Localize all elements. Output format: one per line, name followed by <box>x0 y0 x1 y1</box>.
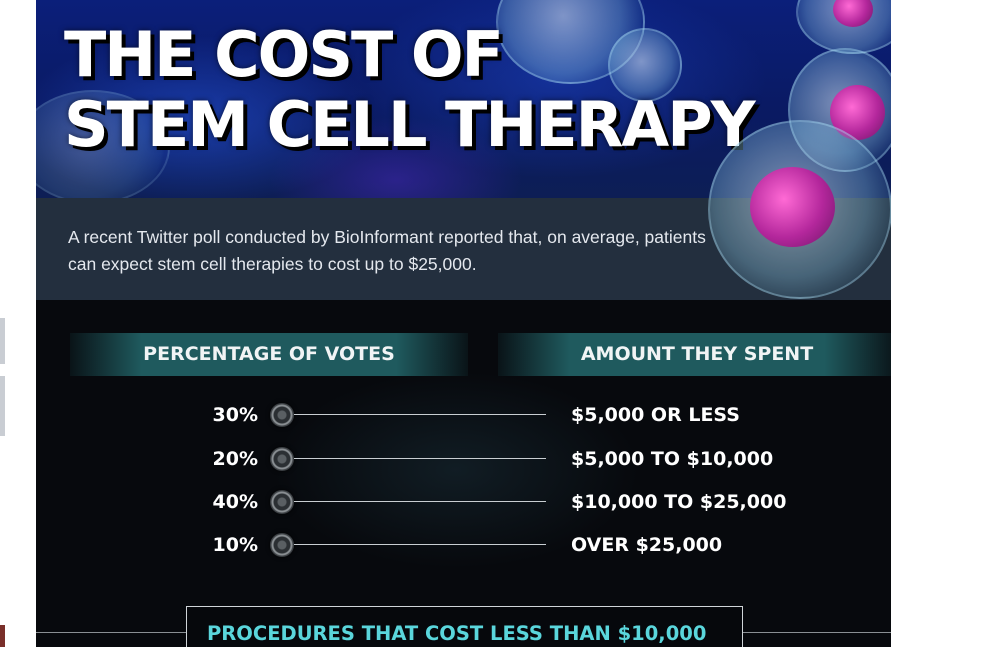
section-title-box: PROCEDURES THAT COST LESS THAN $10,000 <box>186 606 743 647</box>
vote-percentage: 30% <box>212 404 258 426</box>
title-line-1: THE COST OF <box>64 18 504 91</box>
knob-icon <box>270 533 294 557</box>
stem-cell-image <box>708 120 891 299</box>
knob-icon <box>270 403 294 427</box>
vote-percentage: 40% <box>212 491 258 513</box>
section-title: PROCEDURES THAT COST LESS THAN $10,000 <box>207 622 707 645</box>
vote-percentage: 20% <box>212 448 258 470</box>
connector-line <box>294 544 546 545</box>
stem-cell-image <box>796 0 891 54</box>
knob-icon <box>270 447 294 471</box>
amount-spent: $5,000 TO $10,000 <box>571 448 774 470</box>
amount-spent: $5,000 OR LESS <box>571 404 740 426</box>
page-title: THE COST OF STEM CELL THERAPY <box>64 18 756 161</box>
table-row: 20% $5,000 TO $10,000 <box>36 444 891 474</box>
infographic: THE COST OF STEM CELL THERAPY A recent T… <box>36 0 891 647</box>
intro-text: A recent Twitter poll conducted by BioIn… <box>68 227 706 274</box>
page-edge-left <box>0 376 5 436</box>
title-line-2: STEM CELL THERAPY <box>64 88 756 161</box>
table-row: 40% $10,000 TO $25,000 <box>36 487 891 517</box>
amount-spent: OVER $25,000 <box>571 534 723 556</box>
header-percentage-of-votes: PERCENTAGE OF VOTES <box>70 333 468 376</box>
connector-line <box>294 501 546 502</box>
page-edge-left <box>0 625 5 647</box>
table-row: 30% $5,000 OR LESS <box>36 400 891 430</box>
table-row: 10% OVER $25,000 <box>36 530 891 560</box>
connector-line <box>294 414 546 415</box>
stem-cell-image <box>608 28 682 102</box>
amount-spent: $10,000 TO $25,000 <box>571 491 787 513</box>
connector-line <box>294 458 546 459</box>
page-edge-left <box>0 318 5 364</box>
knob-icon <box>270 490 294 514</box>
header-amount-they-spent: AMOUNT THEY SPENT <box>498 333 891 376</box>
vote-percentage: 10% <box>212 534 258 556</box>
